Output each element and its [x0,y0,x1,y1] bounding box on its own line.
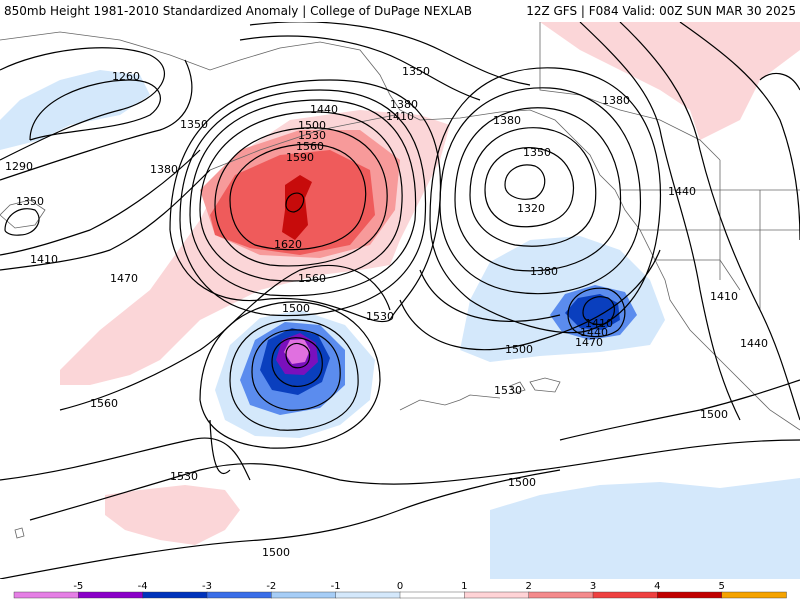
contour-label: 1440 [310,103,338,116]
contour-label: 1350 [16,195,44,208]
contour-label: 1440 [580,326,608,339]
contour-label: 1380 [493,114,521,127]
contour-label: 1500 [262,546,290,559]
contour-label: 1410 [386,110,414,123]
contour-label: 1260 [112,70,140,83]
contour-label: 1560 [90,397,118,410]
contour-label: 1380 [530,265,558,278]
colorbar-ticks: -5 -4 -3 -2 -1 0 1 2 3 4 5 [73,581,725,592]
colorbar-tick-label: -2 [266,581,276,592]
contour-label: 1350 [402,65,430,78]
colorbar-tick-label: 1 [461,581,467,592]
positive-anomaly-south [105,485,240,545]
colorbar-tick-label: -4 [138,581,148,592]
contour-label: 1500 [298,119,326,132]
colorbar-swatch [464,591,530,599]
colorbar-tick-label: 5 [718,581,724,592]
contour-label: 1470 [110,272,138,285]
contour-label: 1350 [180,118,208,131]
colorbar-swatch [399,591,466,599]
contour-label: 1410 [585,317,613,330]
negative-anomaly-east-l3 [565,294,620,330]
contour-label: 1380 [602,94,630,107]
negative-anomaly-west [0,70,150,150]
colorbar-swatch [335,591,401,599]
contour-label: 1530 [298,129,326,142]
contour-label: 1530 [366,310,394,323]
positive-anomaly-northeast [540,22,800,140]
contour-label: 1620 [274,238,302,251]
contour-labels: 1260 1350 1380 1290 1350 1410 1470 1440 … [5,65,768,559]
contour-label: 1380 [390,98,418,111]
coastlines [0,22,800,539]
colorbar-swatch [528,591,594,599]
contour-label: 1440 [668,185,696,198]
colorbar-swatch [142,591,208,599]
colorbar-tick-label: 3 [590,581,596,592]
colorbar-swatch [13,591,80,599]
contour-label: 1470 [575,336,603,349]
contour-label: 1410 [30,253,58,266]
colorbar-swatch [271,591,337,599]
contour-label: 1380 [150,163,178,176]
contour-label: 1500 [282,302,310,315]
colorbar: -5 -4 -3 -2 -1 0 1 2 3 4 5 [0,579,800,600]
contour-label: 1440 [740,337,768,350]
colorbar-tick-label: -1 [331,581,341,592]
anomaly-shading [0,22,800,579]
negative-anomaly-southeast [490,478,800,579]
colorbar-swatch [657,591,723,599]
contour-label: 1500 [508,476,536,489]
colorbar-swatches [13,591,787,599]
map-title: 850mb Height 1981-2010 Standardized Anom… [4,4,472,18]
contour-label: 1500 [700,408,728,421]
contour-label: 1560 [296,140,324,153]
colorbar-swatch [78,591,144,599]
colorbar-tick-label: 4 [654,581,660,592]
contour-label: 1530 [170,470,198,483]
height-contours [0,22,800,579]
contour-label: 1530 [494,384,522,397]
colorbar-tick-label: 0 [397,581,403,592]
contour-label: 1410 [710,290,738,303]
anomaly-map: 1260 1350 1380 1290 1350 1410 1470 1440 … [0,22,800,579]
colorbar-tick-label: -3 [202,581,212,592]
colorbar-swatch [592,591,659,599]
map-header: 850mb Height 1981-2010 Standardized Anom… [0,0,800,22]
colorbar-tick-label: -5 [73,581,83,592]
contour-label: 1560 [298,272,326,285]
positive-anomaly-core [282,175,312,240]
model-run-info: 12Z GFS | F084 Valid: 00Z SUN MAR 30 202… [526,4,796,18]
colorbar-swatch [721,591,787,599]
colorbar-swatch [206,591,273,599]
contour-label: 1350 [523,146,551,159]
contour-label: 1290 [5,160,33,173]
contour-label: 1320 [517,202,545,215]
contour-label: 1500 [505,343,533,356]
contour-label: 1590 [286,151,314,164]
colorbar-tick-label: 2 [525,581,531,592]
